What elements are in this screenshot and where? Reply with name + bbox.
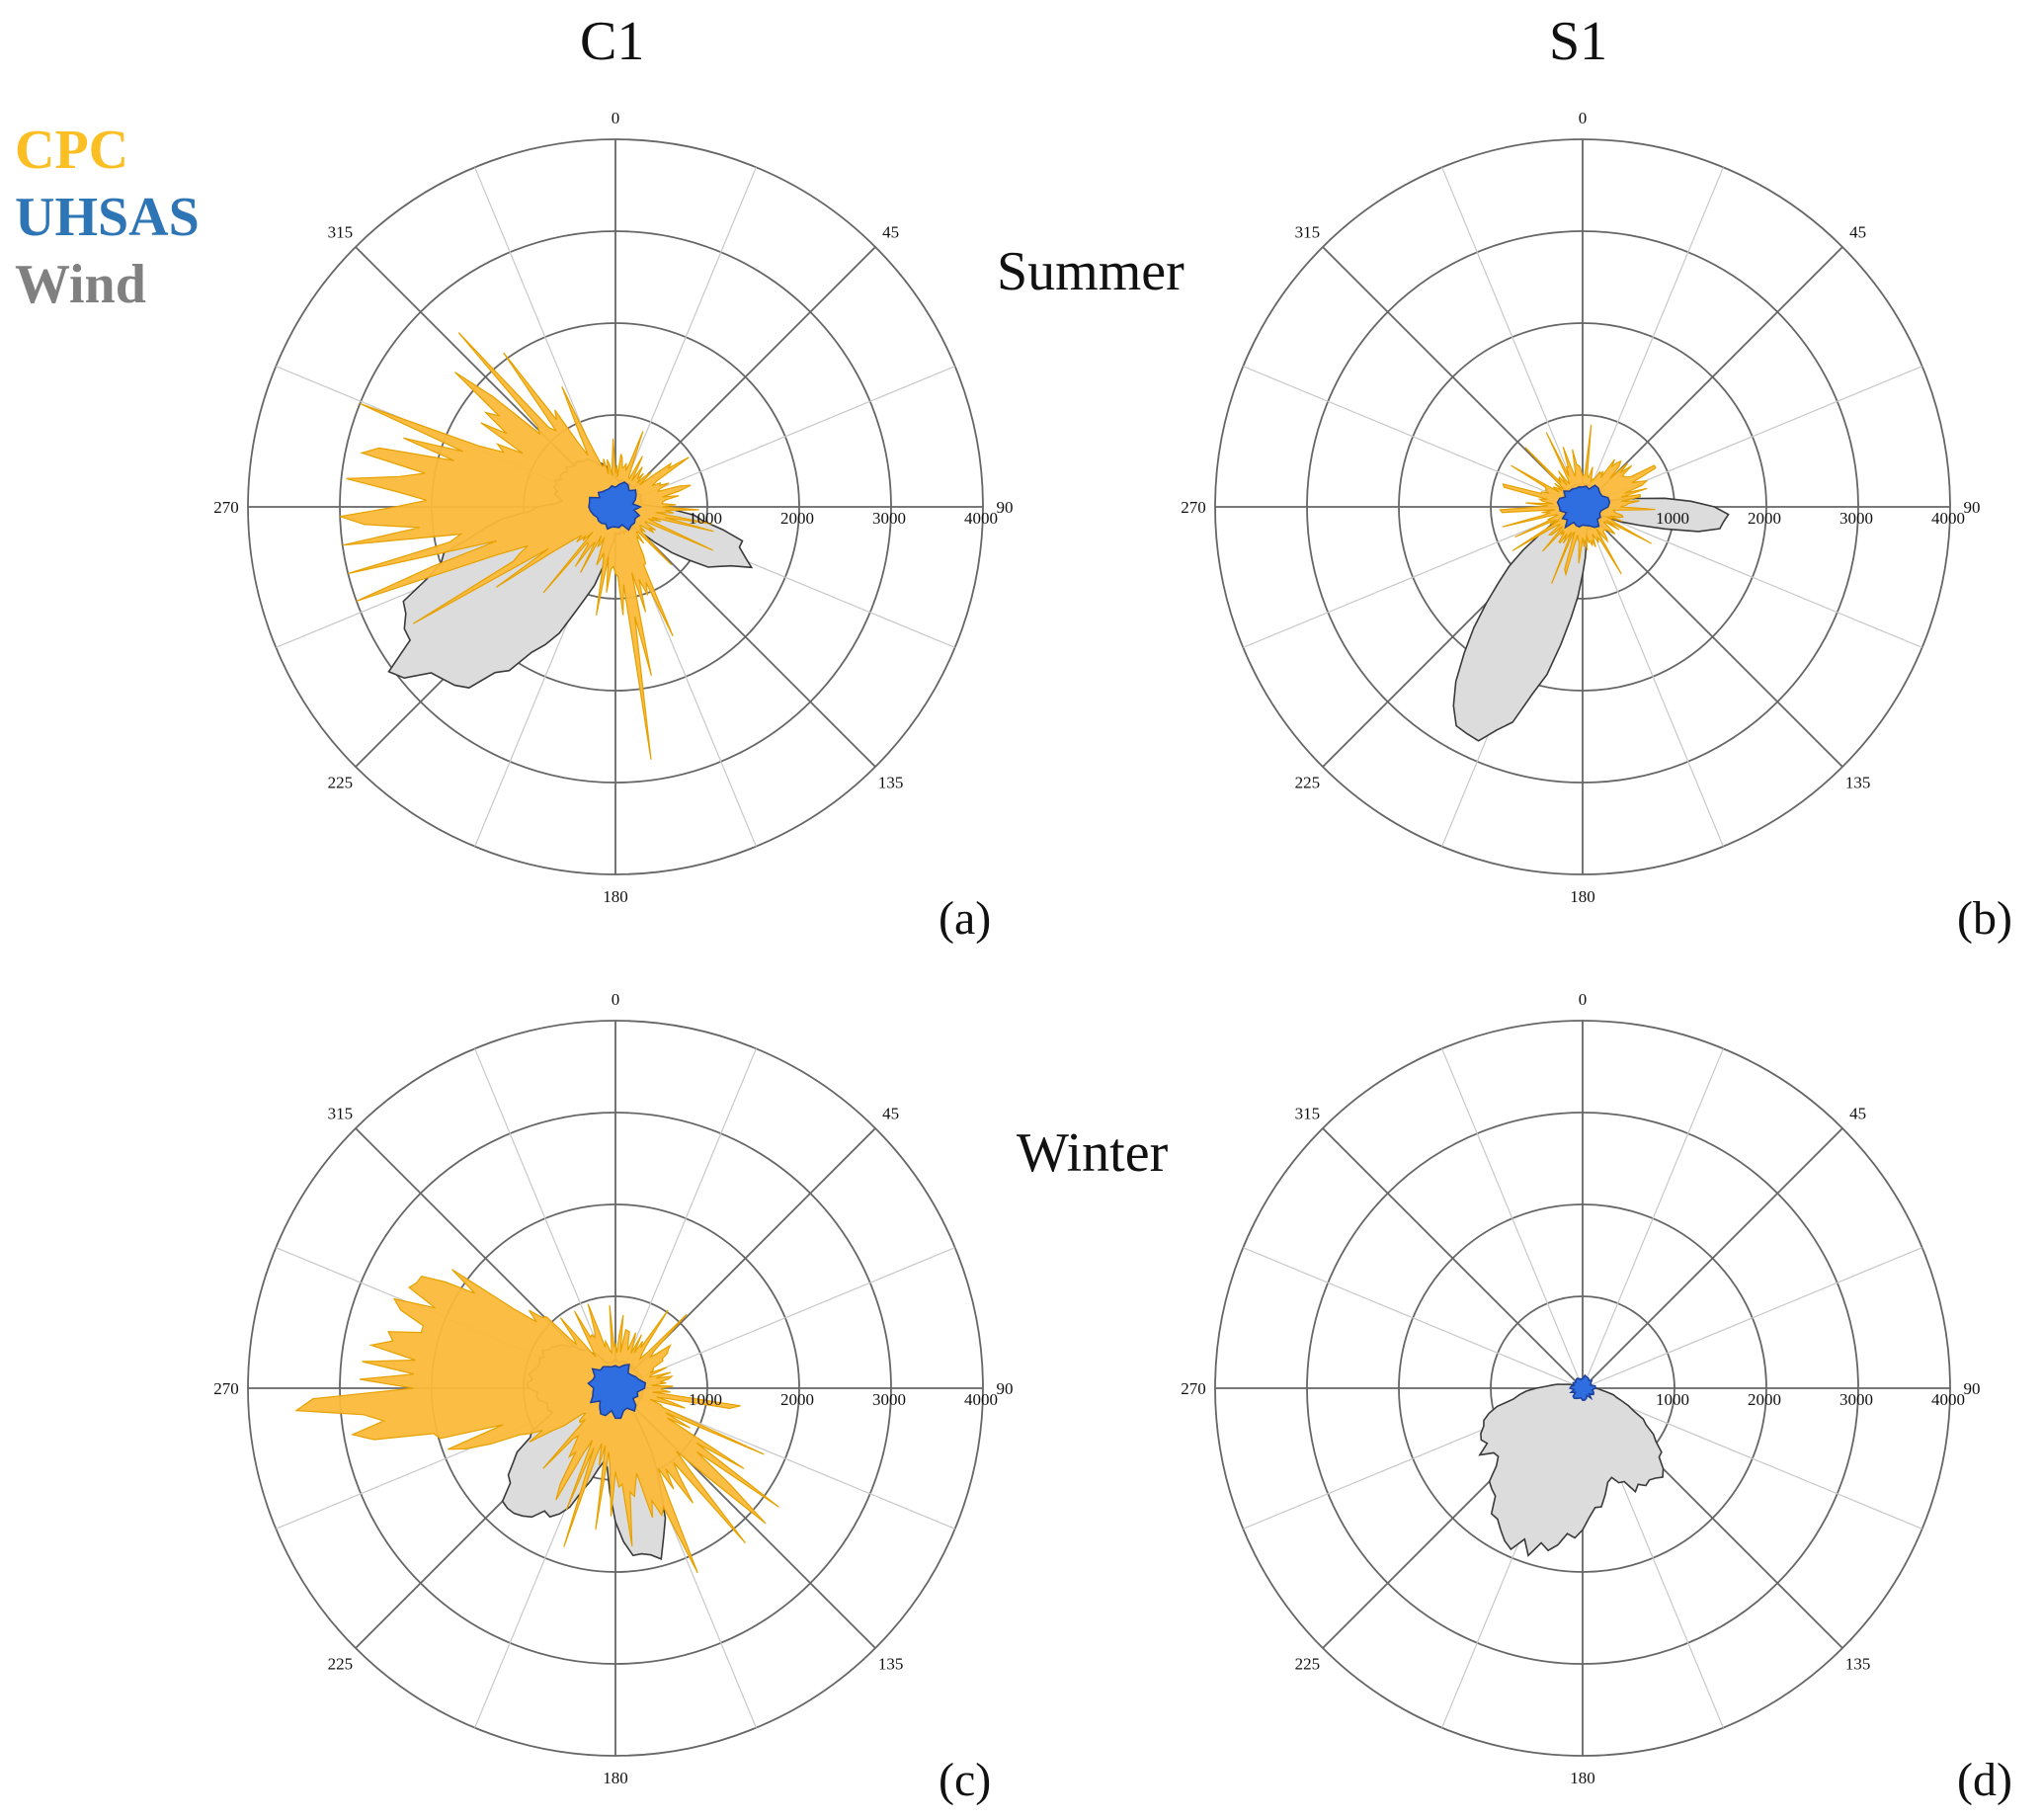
grid-spoke-minor (1582, 1387, 1922, 1530)
angle-tick-label: 315 (328, 1104, 354, 1122)
radial-tick-label: 3000 (1839, 1390, 1873, 1409)
cpc-area (340, 332, 714, 760)
row-title-winter: Winter (1017, 1122, 1169, 1184)
column-title-s1: S1 (1549, 11, 1608, 72)
angle-tick-label: 135 (878, 774, 904, 792)
grid-spoke-minor (614, 366, 955, 508)
angle-tick-label: 0 (612, 109, 620, 127)
radial-tick-label: 4000 (964, 1390, 998, 1409)
grid-spoke-minor (614, 1247, 955, 1389)
angle-tick-label: 180 (1570, 887, 1595, 906)
panel-label-b: (b) (1957, 892, 2012, 945)
radial-tick-label: 3000 (1839, 509, 1873, 528)
radial-tick-label: 1000 (689, 1390, 722, 1409)
legend-cpc: CPC (15, 120, 129, 181)
legend: CPC UHSAS Wind (15, 117, 200, 318)
angle-tick-label: 90 (997, 498, 1014, 517)
angle-tick-label: 90 (1964, 1379, 1981, 1398)
polar-panel-d: 0 45 90 135 180 225 270 315 1000 2000 3000 4000 (1181, 990, 1980, 1787)
grid-spoke-major (1582, 506, 1843, 768)
angle-tick-label: 90 (1964, 498, 1981, 517)
radial-tick-label: 1000 (1656, 509, 1689, 528)
grid-spoke-major (1582, 246, 1843, 508)
radial-tick-label: 2000 (1748, 1390, 1781, 1409)
grid-spoke-minor (1582, 167, 1724, 508)
angle-tick-label: 180 (603, 887, 628, 906)
angle-tick-label: 180 (603, 1769, 628, 1787)
radial-tick-label: 4000 (1931, 509, 1965, 528)
angle-tick-label: 315 (328, 222, 354, 241)
grid-spoke-minor (614, 167, 757, 508)
grid-spoke-minor (1441, 1048, 1584, 1389)
angle-tick-label: 45 (882, 222, 899, 241)
grid-spoke-minor (1243, 1247, 1584, 1389)
radial-tick-label: 1000 (689, 509, 722, 528)
angle-tick-label: 270 (213, 1379, 239, 1398)
grid-spoke-major (1582, 1127, 1843, 1389)
angle-tick-label: 270 (1181, 498, 1206, 517)
angle-tick-label: 315 (1295, 222, 1321, 241)
radial-tick-label: 3000 (872, 509, 906, 528)
angle-tick-label: 315 (1295, 1104, 1321, 1122)
angle-tick-label: 90 (997, 1379, 1014, 1398)
angle-tick-label: 135 (1845, 774, 1871, 792)
angle-tick-label: 135 (878, 1655, 904, 1674)
grid-spoke-minor (1582, 506, 1724, 847)
angle-tick-label: 270 (1181, 1379, 1206, 1398)
angle-tick-label: 225 (328, 774, 354, 792)
angle-tick-label: 270 (213, 498, 239, 517)
legend-uhsas: UHSAS (15, 187, 200, 248)
grid-spoke-minor (1243, 506, 1584, 648)
angle-tick-label: 45 (1849, 222, 1866, 241)
radial-tick-label: 4000 (964, 509, 998, 528)
angle-tick-label: 180 (1570, 1769, 1595, 1787)
angle-tick-label: 225 (328, 1655, 354, 1674)
grid-spoke-major (1322, 1127, 1584, 1389)
angle-tick-label: 135 (1845, 1655, 1871, 1674)
uhsas-area (1569, 1373, 1596, 1401)
radial-tick-label: 2000 (780, 1390, 814, 1409)
panel-label-a: (a) (939, 892, 992, 945)
radial-tick-label: 4000 (1931, 1390, 1965, 1409)
grid-spoke-minor (1243, 366, 1584, 508)
angle-tick-label: 0 (1579, 990, 1588, 1009)
polar-panel-b: 0 45 90 135 180 225 270 315 1000 2000 3000 4000 (1181, 109, 1980, 906)
grid-spoke-minor (1582, 506, 1922, 648)
panel-label-c: (c) (939, 1754, 992, 1806)
angle-tick-label: 0 (612, 990, 620, 1009)
legend-wind: Wind (15, 254, 146, 315)
angle-tick-label: 45 (1849, 1104, 1866, 1122)
panel-label-d: (d) (1957, 1754, 2012, 1806)
radial-tick-label: 2000 (780, 509, 814, 528)
wind-area (1478, 1377, 1665, 1557)
column-title-c1: C1 (580, 11, 645, 72)
row-title-summer: Summer (997, 241, 1184, 302)
radial-tick-label: 1000 (1656, 1390, 1689, 1409)
uhsas-area (587, 1364, 647, 1420)
radial-tick-label: 2000 (1748, 509, 1781, 528)
grid-spoke-minor (1441, 167, 1584, 508)
uhsas-area (1556, 484, 1611, 530)
grid-spoke-minor (1582, 1247, 1922, 1389)
uhsas-area (588, 481, 643, 532)
radial-tick-label: 3000 (872, 1390, 906, 1409)
angle-tick-label: 225 (1295, 1655, 1321, 1674)
grid-spoke-minor (474, 1048, 616, 1389)
angle-tick-label: 225 (1295, 774, 1321, 792)
polar-panel-c: 0 45 90 135 180 225 270 315 1000 2000 3000 4000 (213, 990, 1013, 1787)
angle-tick-label: 45 (882, 1104, 899, 1122)
polar-panel-a: 0 45 90 135 180 225 270 315 1000 2000 3000 4000 (213, 109, 1013, 906)
grid-spoke-major (1322, 246, 1584, 508)
grid-spoke-major (614, 246, 876, 508)
cpc-area (294, 1269, 779, 1574)
grid-spoke-minor (1582, 1048, 1724, 1389)
grid-spoke-minor (614, 1048, 757, 1389)
angle-tick-label: 0 (1579, 109, 1588, 127)
